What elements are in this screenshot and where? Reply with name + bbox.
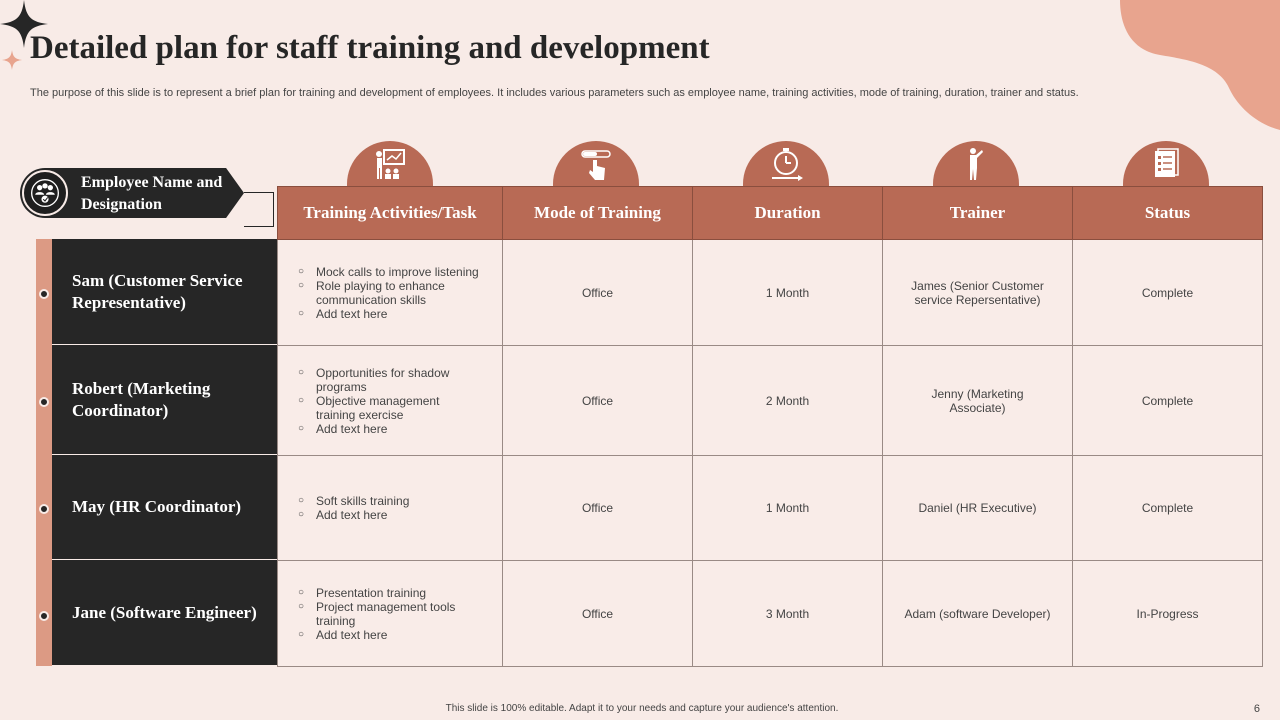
column-header: Status [1072, 186, 1263, 240]
star-decoration [0, 0, 48, 48]
employee-name: Sam (Customer Service Representative) [52, 239, 277, 345]
table-row: Mock calls to improve listening Role pla… [277, 239, 1263, 346]
task-item: Presentation training [298, 586, 482, 600]
row-marker-dot [39, 397, 49, 407]
trainer-cell: James (Senior Customer service Repersent… [882, 239, 1073, 346]
table-row: Soft skills training Add text here Offic… [277, 455, 1263, 561]
tasks-cell: Soft skills training Add text here [277, 455, 503, 561]
tasks-cell: Opportunities for shadow programs Object… [277, 345, 503, 456]
duration-cell: 1 Month [692, 239, 883, 346]
task-item: Role playing to enhance communication sk… [298, 279, 482, 307]
task-item: Add text here [298, 307, 482, 321]
task-item: Add text here [298, 422, 482, 436]
employee-name: Robert (Marketing Coordinator) [52, 345, 277, 455]
star-decoration-small [2, 50, 22, 70]
presentation-icon [347, 141, 433, 187]
row-marker-dot [39, 611, 49, 621]
corner-decoration [1120, 0, 1280, 130]
page-title: Detailed plan for staff training and dev… [30, 30, 710, 66]
duration-cell: 2 Month [692, 345, 883, 456]
task-item: Soft skills training [298, 494, 482, 508]
trainer-cell: Jenny (Marketing Associate) [882, 345, 1073, 456]
table-row: Opportunities for shadow programs Object… [277, 345, 1263, 456]
employee-header-label: Employee Name and Designation [81, 174, 223, 213]
page-number: 6 [1253, 703, 1260, 715]
checklist-icon [1123, 141, 1209, 187]
row-marker-dot [39, 289, 49, 299]
status-cell: Complete [1072, 455, 1263, 561]
table-header-row: Training Activities/Task Mode of Trainin… [277, 186, 1263, 240]
status-cell: Complete [1072, 345, 1263, 456]
column-header: Training Activities/Task [277, 186, 503, 240]
status-cell: In-Progress [1072, 560, 1263, 667]
stopwatch-icon [743, 141, 829, 187]
status-cell: Complete [1072, 239, 1263, 346]
duration-cell: 1 Month [692, 455, 883, 561]
trainer-person-icon [933, 141, 1019, 187]
employee-name: Jane (Software Engineer) [52, 560, 277, 666]
table-row: Presentation training Project management… [277, 560, 1263, 667]
header-connector [244, 192, 274, 227]
task-item: Opportunities for shadow programs [298, 366, 482, 394]
task-item: Mock calls to improve listening [298, 265, 482, 279]
employee-column [52, 239, 277, 666]
duration-cell: 3 Month [692, 560, 883, 667]
task-item: Add text here [298, 508, 482, 522]
tasks-cell: Presentation training Project management… [277, 560, 503, 667]
mode-cell: Office [502, 345, 693, 456]
column-header: Duration [692, 186, 883, 240]
tasks-cell: Mock calls to improve listening Role pla… [277, 239, 503, 346]
training-plan-table: Training Activities/Task Mode of Trainin… [277, 186, 1263, 667]
mode-cell: Office [502, 239, 693, 346]
mode-cell: Office [502, 560, 693, 667]
touch-slider-icon [553, 141, 639, 187]
trainer-cell: Daniel (HR Executive) [882, 455, 1073, 561]
mode-cell: Office [502, 455, 693, 561]
task-item: Project management tools training [298, 600, 482, 628]
side-strip [36, 239, 52, 666]
column-header: Trainer [882, 186, 1073, 240]
page-subtitle: The purpose of this slide is to represen… [30, 87, 1079, 99]
task-item: Add text here [298, 628, 482, 642]
row-marker-dot [39, 504, 49, 514]
footer-note: This slide is 100% editable. Adapt it to… [445, 703, 839, 714]
team-icon [22, 170, 68, 216]
column-header: Mode of Training [502, 186, 693, 240]
task-item: Objective management training exercise [298, 394, 482, 422]
trainer-cell: Adam (software Developer) [882, 560, 1073, 667]
employee-name: May (HR Coordinator) [52, 455, 277, 560]
